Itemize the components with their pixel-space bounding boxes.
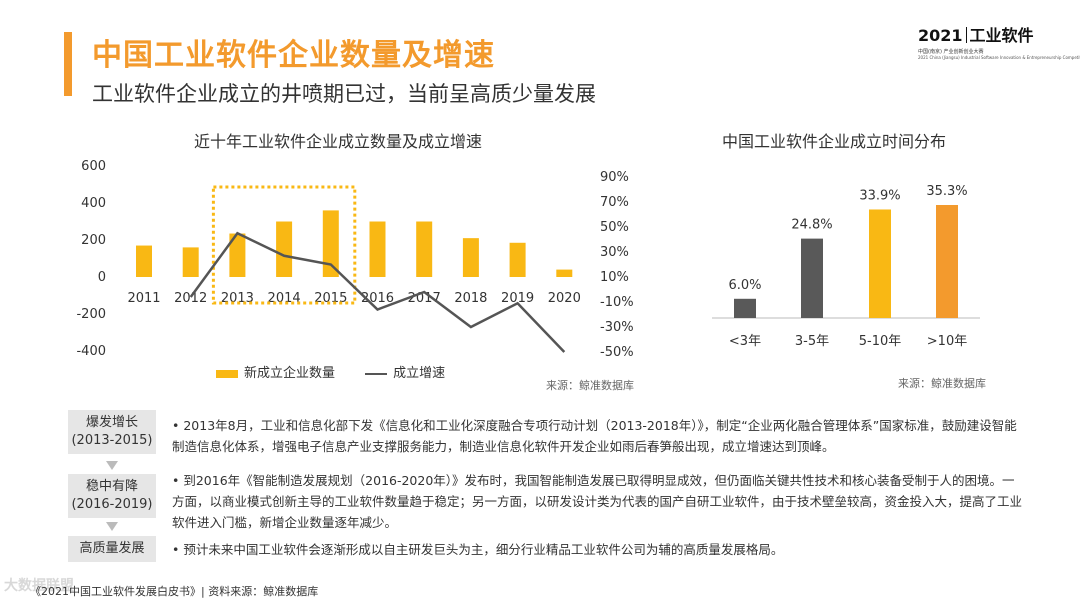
stage-box-steady-decline: 稳中有降 (2016-2019) — [68, 474, 156, 518]
bar — [276, 221, 293, 277]
bar — [556, 269, 573, 277]
left-chart-title: 近十年工业软件企业成立数量及成立增速 — [194, 132, 483, 151]
bar — [462, 238, 479, 277]
stage-box-explosive-growth: 爆发增长 (2013-2015) — [68, 410, 156, 454]
left-chart-source: 来源：鲸准数据库 — [546, 379, 634, 392]
x-axis-tick-label: 2018 — [454, 291, 487, 306]
x-axis-tick-label: 2020 — [548, 291, 581, 306]
highlight-box — [211, 185, 357, 305]
x-axis-tick-label: 3-5年 — [795, 334, 829, 349]
right-axis-tick-label: -50% — [600, 345, 634, 360]
x-axis-tick-label: 2019 — [501, 291, 534, 306]
bar — [182, 247, 199, 277]
x-axis-tick-label: >10年 — [927, 334, 967, 349]
right-axis-tick-label: 10% — [600, 270, 629, 285]
bar-data-label: 35.3% — [926, 184, 967, 199]
right-axis-tick-label: 30% — [600, 245, 629, 260]
bar — [936, 205, 958, 318]
bar — [869, 209, 891, 318]
title-accent-bar — [64, 32, 72, 96]
x-axis-tick-label: 2012 — [174, 291, 207, 306]
watermark: 大数据联盟 — [4, 578, 74, 594]
x-axis-tick-label: <3年 — [729, 334, 761, 349]
bar — [229, 233, 246, 277]
right-axis-tick-label: 50% — [600, 220, 629, 235]
right-axis-tick-label: -30% — [600, 320, 634, 335]
footer-source: 《2021中国工业软件发展白皮书》| 资料来源：鲸准数据库 — [30, 585, 319, 598]
competition-logo: 2021 工业软件 中国(南京) 产业创新创业大赛 2021 China (Jia… — [918, 26, 1080, 60]
right-chart-source: 来源：鲸准数据库 — [898, 377, 986, 390]
stage-arrow-down-icon — [106, 522, 118, 531]
left-axis-tick-label: 0 — [98, 270, 106, 285]
legend-line-swatch — [365, 372, 388, 375]
bar — [369, 221, 386, 277]
left-axis-tick-label: -400 — [76, 344, 106, 359]
left-chart-legend: 新成立企业数量 成立增速 — [216, 362, 445, 381]
stage-arrow-down-icon — [106, 461, 118, 470]
stage-description: • 预计未来中国工业软件会逐渐形成以自主研发巨头为主，细分行业精品工业软件公司为… — [172, 542, 784, 557]
stage-description: • 到2016年《智能制造发展规划（2016-2020年）》发布时，我国智能制造… — [172, 473, 1023, 530]
left-axis-tick-label: 200 — [81, 233, 106, 248]
bar — [801, 238, 823, 318]
legend-bar-swatch — [216, 369, 238, 378]
bar — [136, 245, 152, 277]
legend-bar-label: 新成立企业数量 — [244, 366, 336, 381]
left-axis-tick-label: 600 — [81, 159, 106, 174]
right-axis-tick-label: 90% — [600, 170, 629, 185]
bar-data-label: 6.0% — [728, 278, 761, 293]
bar — [416, 221, 433, 277]
bar — [734, 298, 756, 318]
x-axis-tick-label: 5-10年 — [859, 334, 902, 349]
stage-description: • 2013年8月，工业和信息化部下发《信息化和工业化深度融合专项行动计划（20… — [172, 418, 1017, 454]
left-axis-tick-label: 400 — [81, 196, 106, 211]
growth-line — [189, 231, 566, 353]
right-axis-tick-label: -10% — [600, 295, 634, 310]
right-chart-title: 中国工业软件企业成立时间分布 — [722, 132, 947, 151]
legend-line-label: 成立增速 — [393, 366, 446, 381]
bar-data-label: 33.9% — [859, 188, 900, 203]
x-axis-tick-label: 2011 — [127, 291, 160, 306]
page-subtitle: 工业软件企业成立的井喷期已过，当前呈高质少量发展 — [92, 82, 596, 106]
stage-box-high-quality: 高质量发展 — [68, 536, 156, 562]
bar-data-label: 24.8% — [791, 218, 832, 233]
left-axis-tick-label: -200 — [76, 307, 106, 322]
page-title: 中国工业软件企业数量及增速 — [92, 38, 495, 73]
right-axis-tick-label: 70% — [600, 195, 629, 210]
bar — [322, 210, 339, 277]
bar — [509, 242, 526, 277]
